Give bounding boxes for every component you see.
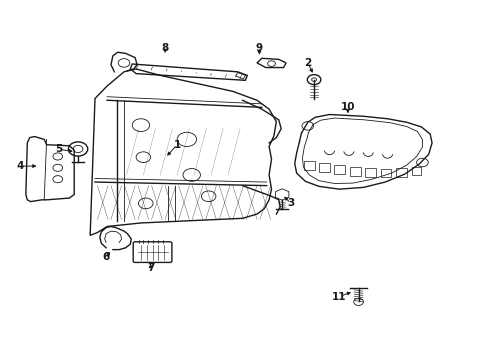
Bar [304, 161, 315, 170]
Bar [364, 168, 375, 177]
Bar [411, 167, 421, 175]
Text: 8: 8 [161, 42, 168, 52]
Text: 9: 9 [256, 42, 262, 52]
Text: 3: 3 [287, 198, 294, 208]
Bar [318, 163, 329, 172]
Bar [333, 165, 344, 174]
Text: 4: 4 [16, 161, 24, 171]
Text: 5: 5 [55, 144, 62, 154]
Bar [380, 169, 391, 177]
Bar [395, 168, 406, 177]
Text: 7: 7 [147, 263, 154, 273]
Text: 6: 6 [102, 252, 109, 262]
Text: 10: 10 [340, 102, 354, 112]
Text: 11: 11 [331, 292, 346, 302]
Text: 1: 1 [173, 140, 181, 150]
Bar [349, 167, 360, 176]
Text: 2: 2 [303, 58, 311, 68]
